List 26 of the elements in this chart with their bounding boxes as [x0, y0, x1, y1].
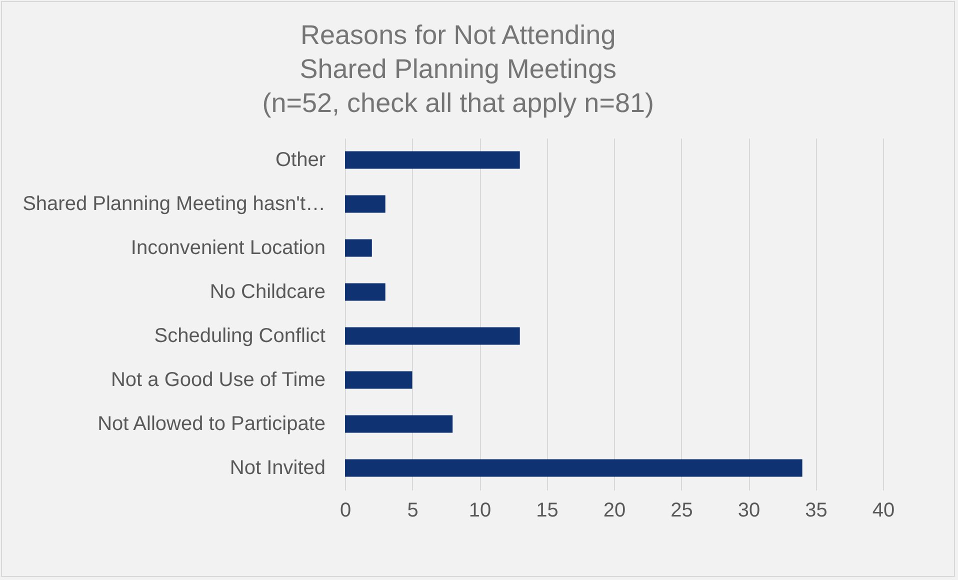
bar [345, 151, 520, 169]
y-tick-label: Shared Planning Meeting hasn't… [22, 193, 326, 215]
y-tick-label: Not Invited [230, 457, 326, 479]
y-tick-label: Scheduling Conflict [154, 325, 326, 347]
x-tick-label: 15 [536, 500, 558, 522]
bar [345, 239, 372, 257]
x-tick-label: 0 [340, 500, 352, 522]
x-tick-label: 35 [805, 500, 828, 522]
bar [345, 415, 453, 433]
y-tick-label: Inconvenient Location [130, 237, 326, 259]
y-tick-label: Not a Good Use of Time [110, 369, 326, 391]
x-tick-label: 10 [468, 500, 492, 522]
bar [345, 195, 386, 213]
chart-title: Reasons for Not Attending Shared Planning Meetings (n=52, check all that apply n=81) [262, 20, 654, 118]
bar [345, 283, 386, 301]
bar [345, 459, 802, 477]
y-tick-label: Not Allowed to Participate [98, 413, 326, 435]
x-tick-label: 30 [738, 500, 760, 522]
x-tick-label: 5 [407, 500, 418, 522]
x-tick-label: 40 [872, 500, 895, 522]
bar [345, 371, 412, 389]
y-tick-label: Other [275, 149, 326, 171]
x-tick-label: 25 [670, 500, 693, 522]
y-tick-label: No Childcare [210, 281, 326, 303]
x-tick-label: 20 [603, 500, 626, 522]
bar [345, 327, 520, 345]
